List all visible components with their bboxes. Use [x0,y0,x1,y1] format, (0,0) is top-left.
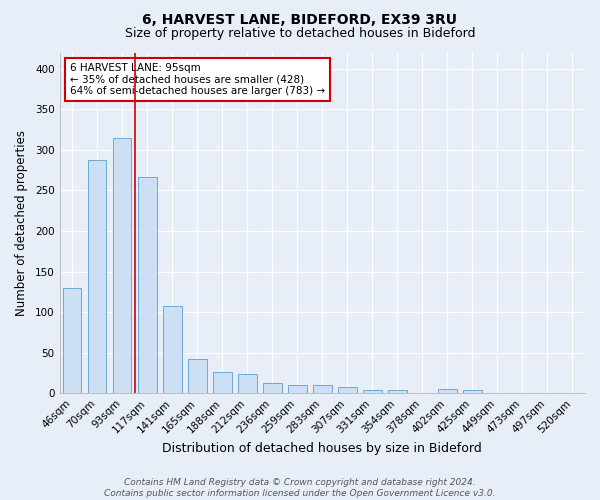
Bar [338,387,356,394]
Bar [138,176,157,394]
Bar [113,138,131,394]
Bar [188,360,206,394]
Bar [288,385,307,394]
Bar [163,306,182,394]
Bar [213,372,232,394]
Bar [388,390,407,394]
Bar [88,160,106,394]
Text: 6 HARVEST LANE: 95sqm
← 35% of detached houses are smaller (428)
64% of semi-det: 6 HARVEST LANE: 95sqm ← 35% of detached … [70,62,325,96]
Bar [363,390,382,394]
Bar [313,385,332,394]
Bar [62,288,82,394]
Text: 6, HARVEST LANE, BIDEFORD, EX39 3RU: 6, HARVEST LANE, BIDEFORD, EX39 3RU [143,12,458,26]
Bar [463,390,482,394]
Bar [438,390,457,394]
X-axis label: Distribution of detached houses by size in Bideford: Distribution of detached houses by size … [163,442,482,455]
Y-axis label: Number of detached properties: Number of detached properties [15,130,28,316]
Bar [238,374,257,394]
Bar [263,383,281,394]
Text: Contains HM Land Registry data © Crown copyright and database right 2024.
Contai: Contains HM Land Registry data © Crown c… [104,478,496,498]
Text: Size of property relative to detached houses in Bideford: Size of property relative to detached ho… [125,28,475,40]
